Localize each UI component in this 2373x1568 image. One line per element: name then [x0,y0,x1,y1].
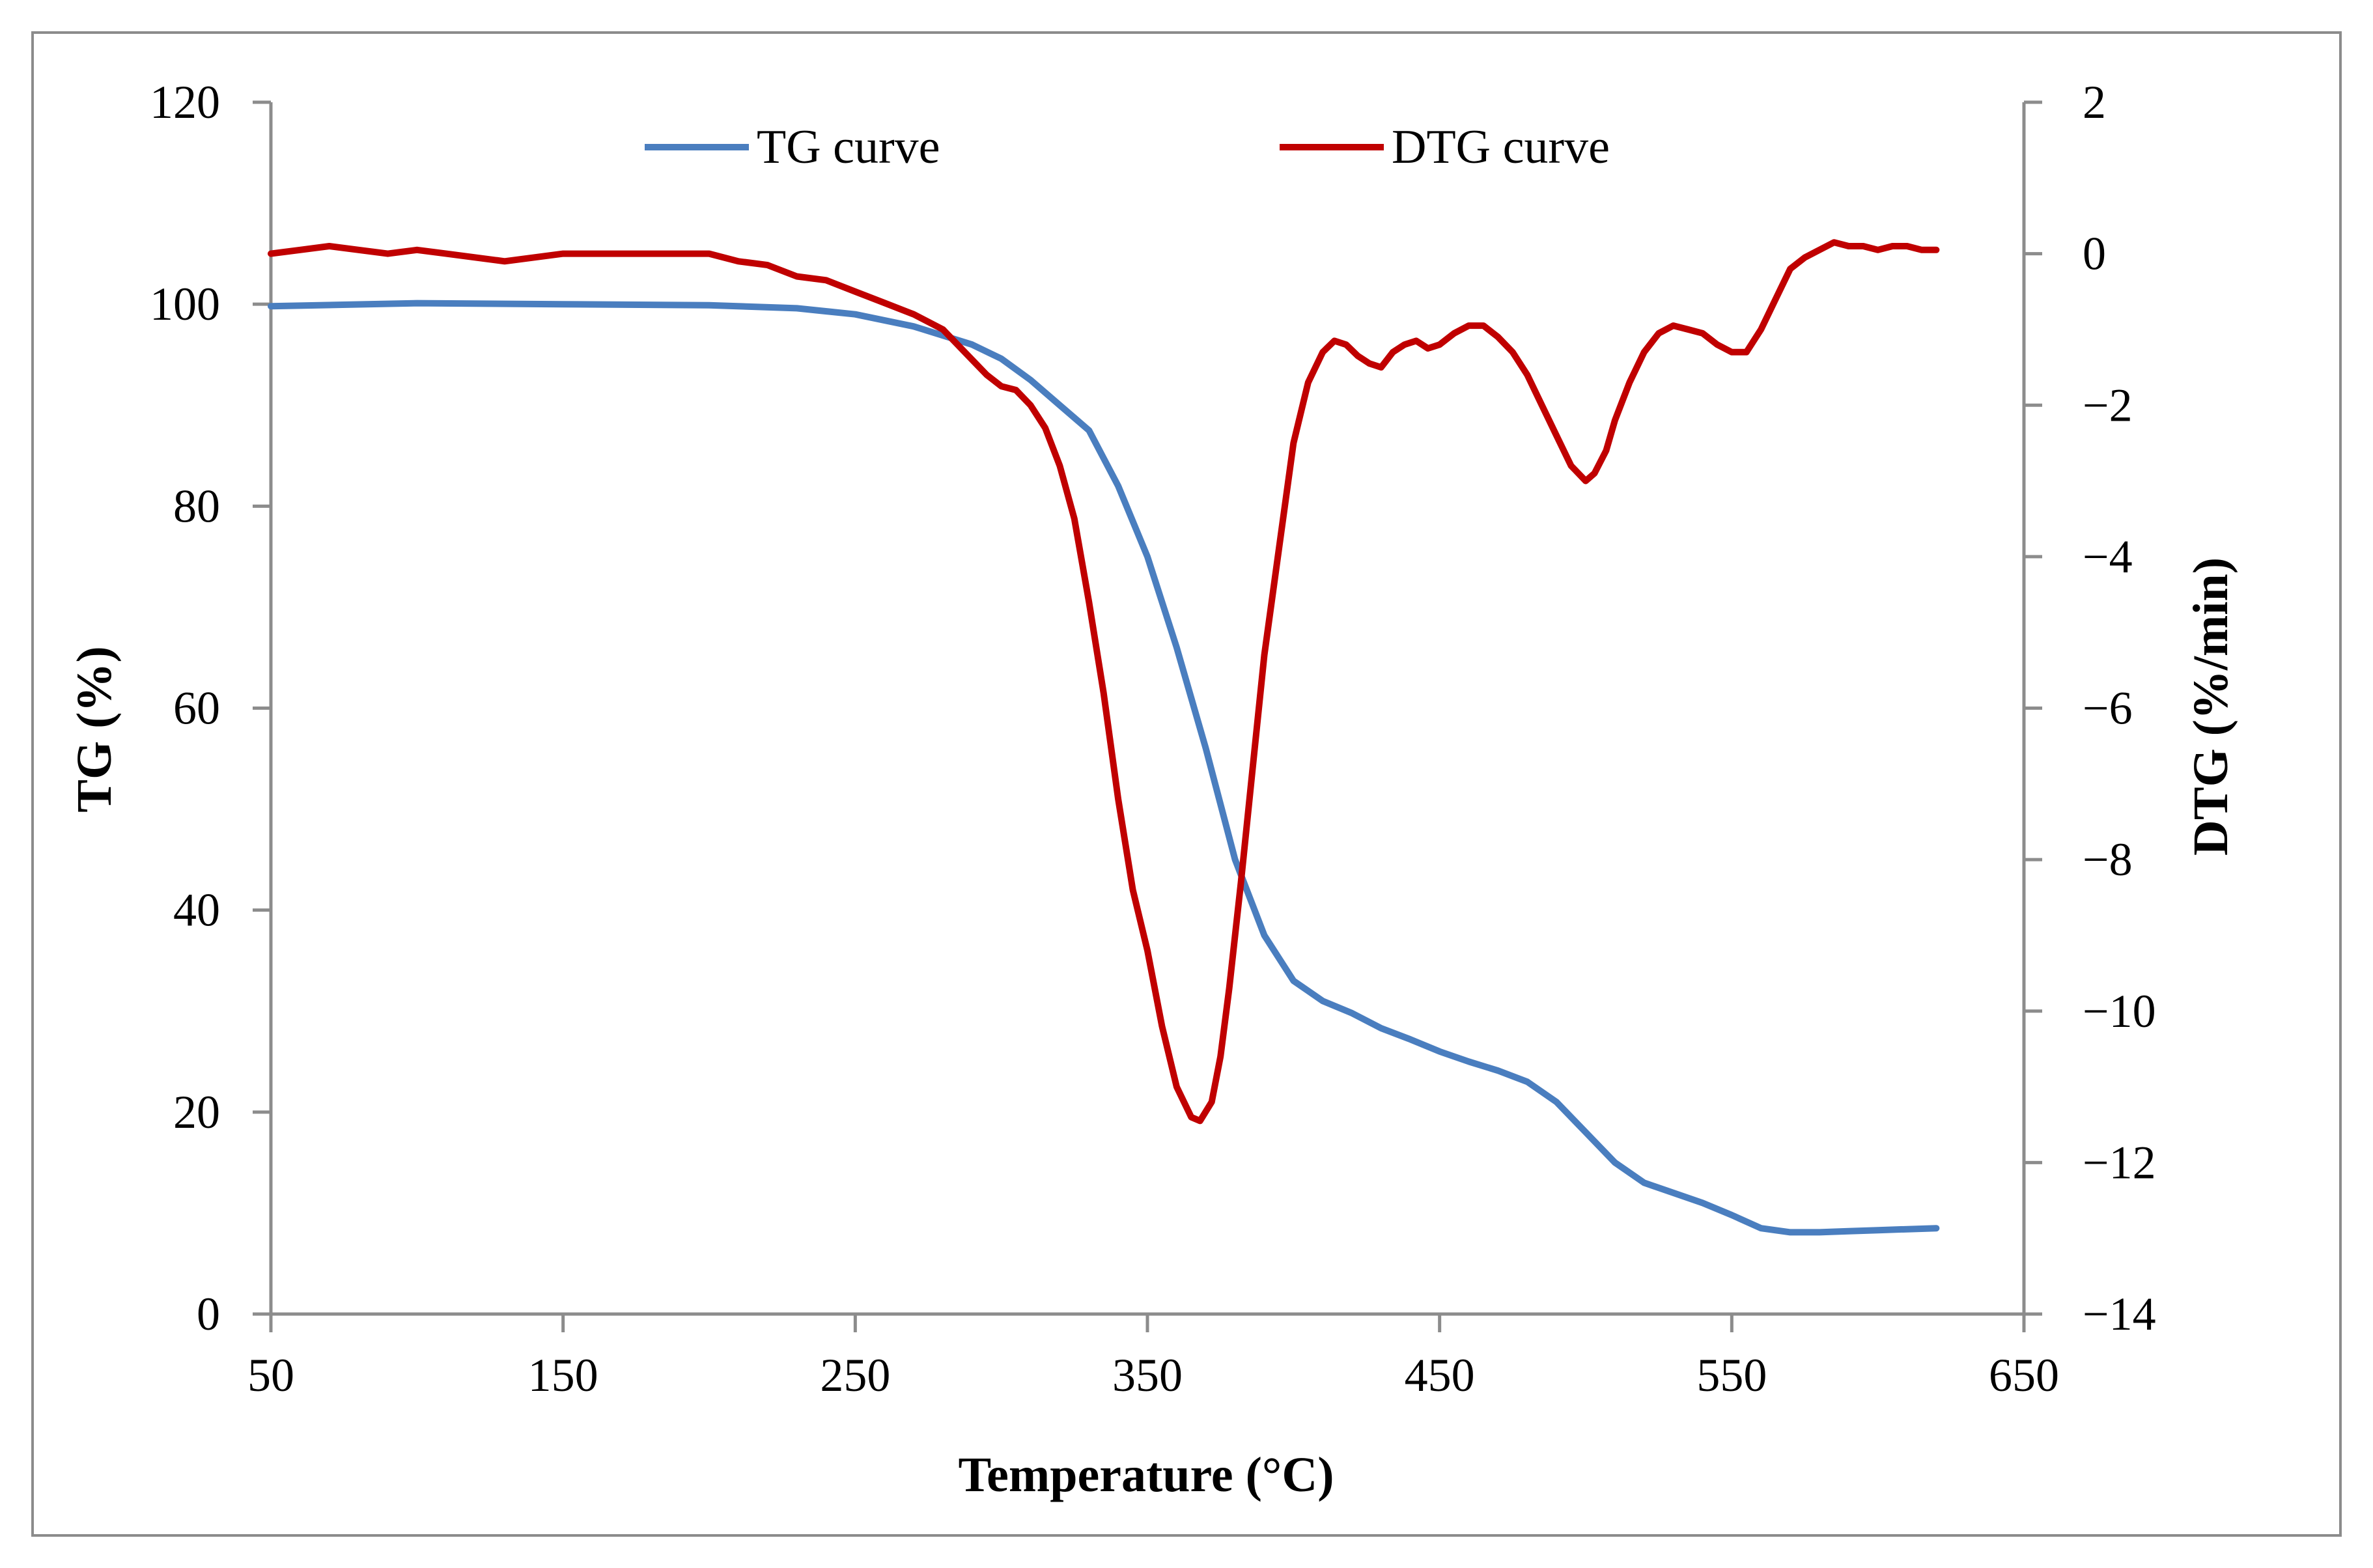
x-tick-label: 650 [1989,1349,2059,1401]
y-right-tick-label: 0 [2083,228,2106,280]
x-axis-title: Temperature (°C) [958,1448,1334,1502]
y-left-tick-label: 0 [197,1288,220,1340]
y-left-tick-label: 60 [173,682,220,735]
y-right-tick-label: −2 [2083,379,2133,431]
chart-frame [31,31,2342,1537]
legend-tg-label: TG curve [757,120,940,174]
legend-dtg-label: DTG curve [1392,120,1610,174]
dtg-curve-line [268,239,1940,1125]
y-right-tick-label: −8 [2083,833,2133,886]
y-right-tick-label: −6 [2083,682,2133,735]
y-axis-left-title: TG (%) [67,646,122,812]
x-tick-label: 450 [1405,1349,1475,1401]
x-tick-label: 550 [1696,1349,1767,1401]
y-left-tick-label: 100 [150,278,220,330]
y-right-tick-label: −4 [2083,531,2133,583]
y-left-tick-label: 80 [173,480,220,532]
y-axis-right-title: DTG (%/min) [2183,557,2238,856]
legend: TG curve DTG curve [645,120,1610,174]
y-right-tick-label: −14 [2083,1288,2156,1340]
y-right-tick-label: 2 [2083,76,2106,128]
y-left-tick-label: 120 [150,76,220,128]
y-left-tick-label: 40 [173,884,220,936]
y-right-tick-label: −10 [2083,985,2156,1037]
x-tick-label: 150 [528,1349,598,1401]
y-right-tick-label: −12 [2083,1136,2156,1188]
y-left-tick-label: 20 [173,1086,220,1138]
y-axis-right: −14 −12 −10 −8 −6 −4 −2 0 2 [2022,76,2156,1340]
x-axis: 50 150 250 350 450 550 650 [247,1312,2059,1401]
series-layer [268,239,1940,1236]
x-tick-label: 50 [247,1349,294,1401]
x-tick-label: 250 [820,1349,890,1401]
y-axis-left: 0 20 40 60 80 100 120 [150,76,273,1340]
x-tick-label: 350 [1112,1349,1183,1401]
